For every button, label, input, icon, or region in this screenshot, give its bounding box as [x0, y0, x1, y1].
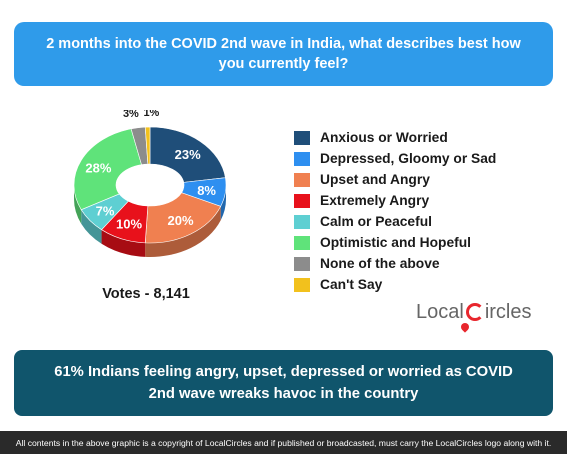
slice-5: [73, 128, 142, 211]
legend-label: Calm or Peaceful: [320, 214, 432, 229]
slice-2: [144, 192, 222, 244]
slice-label-4: 7%: [96, 203, 115, 218]
legend-swatch: [294, 151, 310, 166]
slice-label-3: 10%: [116, 217, 142, 232]
slice-label-2: 20%: [167, 213, 193, 228]
slice-side-3: [101, 229, 146, 257]
legend-swatch: [294, 193, 310, 208]
legend-item: Optimistic and Hopeful: [294, 232, 496, 253]
legend-swatch: [294, 172, 310, 187]
chart-legend: Anxious or Worried Depressed, Gloomy or S…: [294, 127, 496, 295]
slice-label-5: 28%: [85, 160, 111, 175]
logo-text-local: Local: [416, 300, 464, 323]
donut-chart: 23% 8% 20% 10%7% 28% 3% 1%: [73, 110, 227, 257]
legend-item: Extremely Angry: [294, 190, 496, 211]
legend-item: Depressed, Gloomy or Sad: [294, 148, 496, 169]
legend-swatch: [294, 214, 310, 229]
legend-label: Can't Say: [320, 277, 383, 292]
legend-swatch: [294, 235, 310, 250]
legend-label: Anxious or Worried: [320, 130, 448, 145]
legend-item: None of the above: [294, 253, 496, 274]
legend-label: Upset and Angry: [320, 172, 430, 187]
legend-item: Anxious or Worried: [294, 127, 496, 148]
legend-label: Extremely Angry: [320, 193, 430, 208]
localcircles-logo: Local ircles: [416, 298, 532, 333]
legend-swatch: [294, 130, 310, 145]
slice-7: [144, 126, 151, 165]
slice-label-6: 3%: [123, 110, 139, 120]
legend-label: None of the above: [320, 256, 440, 271]
legend-swatch: [294, 277, 310, 292]
summary-banner: 61% Indians feeling angry, upset, depres…: [14, 350, 553, 416]
slice-label-0: 23%: [175, 147, 201, 162]
legend-swatch: [294, 256, 310, 271]
slice-label-7: 1%: [143, 110, 159, 119]
slice-side-5: [74, 185, 82, 224]
logo-text-ircles: ircles: [484, 300, 532, 323]
votes-count: Votes - 8,141: [102, 286, 190, 302]
legend-item: Can't Say: [294, 274, 496, 295]
question-header: 2 months into the COVID 2nd wave in Indi…: [14, 22, 553, 86]
slice-side-1: [220, 185, 226, 221]
logo-c-icon: [465, 303, 484, 321]
legend-item: Calm or Peaceful: [294, 211, 496, 232]
legend-item: Upset and Angry: [294, 169, 496, 190]
slice-side-2: [145, 206, 221, 257]
copyright-footer: All contents in the above graphic is a c…: [0, 431, 567, 454]
legend-label: Optimistic and Hopeful: [320, 235, 472, 250]
legend-label: Depressed, Gloomy or Sad: [320, 151, 497, 166]
slice-label-1: 8%: [197, 183, 216, 198]
slice-side-4: [81, 209, 102, 244]
slice-0: [149, 126, 226, 183]
